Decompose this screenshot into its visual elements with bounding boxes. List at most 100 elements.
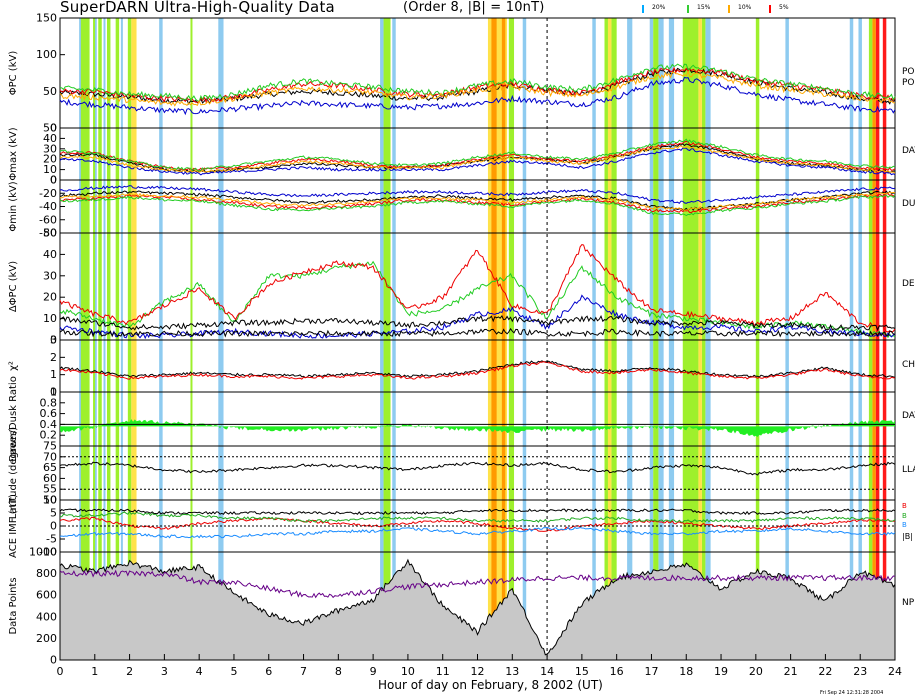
panel-7-series-2 bbox=[59, 510, 896, 523]
panel-2-series-3 bbox=[59, 194, 896, 217]
xtick-label-1: 1 bbox=[91, 665, 98, 678]
band-green-2 bbox=[98, 18, 102, 660]
xtick-label-6: 6 bbox=[265, 665, 272, 678]
xtick-label-20: 20 bbox=[749, 665, 763, 678]
band-green-0 bbox=[80, 18, 90, 660]
panel-5-ytick-label-3: 0.8 bbox=[40, 396, 58, 409]
band-cyan-16 bbox=[849, 18, 854, 660]
xtick-label-21: 21 bbox=[784, 665, 798, 678]
xtick-label-12: 12 bbox=[471, 665, 485, 678]
xtick-label-13: 13 bbox=[505, 665, 519, 678]
panel-2-ytick-label-1: -20 bbox=[39, 187, 57, 200]
panel-7-ytick-label-2: 0 bbox=[50, 520, 57, 533]
xtick-label-23: 23 bbox=[853, 665, 867, 678]
xtick-label-7: 7 bbox=[300, 665, 307, 678]
right-label-11: |B| bbox=[902, 532, 913, 541]
panel-2-ytick-label-3: -60 bbox=[39, 213, 57, 226]
panel-8-ytick-label-4: 800 bbox=[36, 567, 57, 580]
panel-6-ytick-label-2: 60 bbox=[43, 472, 57, 485]
legend-label-20: 20% bbox=[652, 4, 666, 11]
panel-1-ylabel: Φmax (kV) bbox=[8, 127, 19, 180]
band-orange-2 bbox=[872, 18, 876, 660]
panel-7-ytick-label-0: -10 bbox=[39, 546, 57, 559]
xtick-label-22: 22 bbox=[818, 665, 832, 678]
band-cyan-14 bbox=[705, 18, 711, 660]
panel-8-series-1 bbox=[59, 569, 896, 599]
band-green-6 bbox=[190, 18, 193, 660]
band-green-11 bbox=[653, 18, 659, 660]
right-label-3: DU bbox=[902, 199, 915, 209]
xtick-label-14: 14 bbox=[540, 665, 554, 678]
panel-1-series-1 bbox=[59, 147, 896, 176]
panel-3-ytick-label-2: 20 bbox=[43, 291, 57, 304]
panel-2-series-1 bbox=[59, 185, 896, 204]
band-orange-1 bbox=[501, 18, 506, 660]
right-label-8: B bbox=[902, 502, 907, 510]
panel-3-ytick-label-1: 10 bbox=[43, 312, 57, 325]
panel-3-ytick-label-3: 30 bbox=[43, 269, 57, 282]
band-cyan-4 bbox=[159, 18, 163, 660]
xtick-label-19: 19 bbox=[714, 665, 728, 678]
band-cyan-0 bbox=[79, 18, 82, 660]
panel-8-ytick-label-0: 0 bbox=[50, 654, 57, 667]
band-cyan-2 bbox=[103, 18, 106, 660]
band-cyan-11 bbox=[649, 18, 654, 660]
panel-7-ytick-label-1: -5 bbox=[46, 533, 57, 546]
band-orange-0 bbox=[491, 18, 497, 660]
panel-8-ylabel: Data Points bbox=[8, 577, 19, 634]
x-axis: 0 1 2 3 4 5 6 7 8 9 10 11 12 13 14 15 16 17 18 19 20 21 22 23 24 bbox=[57, 654, 902, 678]
chart-subtitle: (Order 8, |B| = 10nT) bbox=[403, 0, 545, 15]
band-cyan-12 bbox=[658, 18, 664, 660]
panel-8-ytick-label-1: 200 bbox=[36, 632, 57, 645]
panel-0-series-1 bbox=[59, 76, 896, 116]
panel-1-ytick-label-3: 30 bbox=[43, 142, 57, 155]
panel-6-ylabel: Latitude (degrees) bbox=[8, 427, 19, 519]
panel-8-ytick-label-2: 400 bbox=[36, 610, 57, 623]
timestamp-stamp: Fri Sep 24 12:31:28 2004 bbox=[820, 690, 884, 696]
panel-2-ytick-label-0: 0 bbox=[50, 174, 57, 187]
data-points-area bbox=[59, 558, 896, 661]
band-cyan-15 bbox=[785, 18, 789, 660]
xtick-label-17: 17 bbox=[644, 665, 658, 678]
band-green-15 bbox=[868, 18, 873, 660]
right-label-9: B bbox=[902, 512, 907, 520]
band-cyan-6 bbox=[380, 18, 384, 660]
panel-4-series-1 bbox=[59, 361, 896, 380]
panel-frame-3 bbox=[59, 232, 896, 341]
panel-0-ytick-label-2: 100 bbox=[36, 48, 57, 61]
panel-8-ytick-label-5: 1000 bbox=[29, 546, 57, 559]
panel-4-ytick-label-1: 1 bbox=[50, 368, 57, 381]
xtick-label-2: 2 bbox=[126, 665, 133, 678]
panel-7-ylabel: ACE IMF (nT) bbox=[8, 494, 19, 558]
xtick-label-15: 15 bbox=[575, 665, 589, 678]
panel-5-ytick-label-4: 1 bbox=[50, 386, 57, 399]
panel-1-ytick-label-1: 10 bbox=[43, 163, 57, 176]
band-red-0 bbox=[875, 18, 880, 660]
xtick-label-0: 0 bbox=[57, 665, 64, 678]
xtick-label-3: 3 bbox=[161, 665, 168, 678]
panel-2-ytick-label-2: -40 bbox=[39, 200, 57, 213]
xtick-label-16: 16 bbox=[610, 665, 624, 678]
band-cyan-8 bbox=[522, 18, 527, 660]
highlight-bands bbox=[79, 18, 887, 660]
band-green-9 bbox=[604, 18, 608, 660]
panel-6-series-0 bbox=[59, 461, 896, 476]
panel-3-series-1 bbox=[59, 244, 896, 333]
panel-5-ytick-label-2: 0.6 bbox=[40, 407, 58, 420]
right-label-0: PO bbox=[902, 67, 915, 77]
band-cyan-5 bbox=[218, 18, 224, 660]
right-label-6: DAY bbox=[902, 411, 915, 421]
panel-0-ytick-label-0: 0 bbox=[50, 122, 57, 135]
right-label-12: NP bbox=[902, 598, 915, 608]
panel-4-series-0 bbox=[59, 360, 896, 379]
band-cyan-9 bbox=[592, 18, 596, 660]
panel-7-series-1 bbox=[59, 526, 896, 539]
band-cyan-3 bbox=[120, 18, 123, 660]
panel-1-ytick-label-0: 0 bbox=[50, 174, 57, 187]
xtick-label-8: 8 bbox=[335, 665, 342, 678]
panel-3-ytick-label-0: 0 bbox=[50, 334, 57, 347]
legend-label-15: 15% bbox=[697, 4, 711, 11]
band-green-12 bbox=[682, 18, 699, 660]
